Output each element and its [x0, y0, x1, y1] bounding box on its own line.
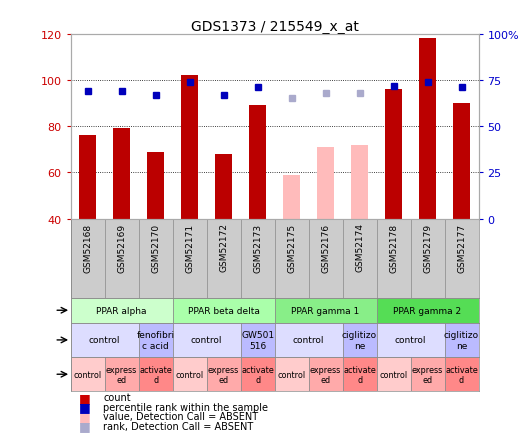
Bar — [215, 155, 232, 219]
Bar — [249, 106, 266, 219]
Text: activate
d: activate d — [139, 365, 172, 384]
Bar — [453, 104, 470, 219]
Bar — [419, 39, 436, 219]
Bar — [241, 357, 275, 391]
Text: control: control — [380, 370, 407, 379]
Text: GSM52169: GSM52169 — [117, 223, 126, 272]
Text: ■: ■ — [79, 410, 90, 423]
Bar — [445, 323, 479, 357]
Text: activate
d: activate d — [343, 365, 376, 384]
Bar — [173, 357, 207, 391]
Text: ciglitizo
ne: ciglitizo ne — [444, 330, 479, 350]
Bar — [139, 323, 173, 357]
Bar — [275, 357, 309, 391]
Text: GSM52170: GSM52170 — [151, 223, 160, 272]
Text: ciglitizo
ne: ciglitizo ne — [342, 330, 377, 350]
Text: control: control — [395, 335, 426, 345]
Text: PPAR beta delta: PPAR beta delta — [188, 306, 259, 315]
Bar — [275, 323, 343, 357]
Text: ■: ■ — [79, 419, 90, 432]
Text: GSM52176: GSM52176 — [321, 223, 330, 272]
Bar — [173, 323, 241, 357]
Text: percentile rank within the sample: percentile rank within the sample — [103, 402, 268, 412]
Text: express
ed: express ed — [208, 365, 239, 384]
Text: ■: ■ — [79, 391, 90, 404]
Bar — [377, 357, 411, 391]
Text: GW501
516: GW501 516 — [241, 330, 274, 350]
Text: GSM52171: GSM52171 — [185, 223, 194, 272]
Text: fenofibri
c acid: fenofibri c acid — [137, 330, 175, 350]
Text: GSM52177: GSM52177 — [457, 223, 466, 272]
Text: GSM52168: GSM52168 — [83, 223, 92, 272]
Bar — [113, 129, 130, 219]
Text: GSM52175: GSM52175 — [287, 223, 296, 272]
Text: ■: ■ — [79, 400, 90, 413]
Text: activate
d: activate d — [241, 365, 274, 384]
Text: control: control — [191, 335, 222, 345]
Bar — [445, 357, 479, 391]
Bar — [317, 148, 334, 219]
Bar — [147, 152, 164, 219]
Bar — [79, 136, 96, 219]
Bar — [105, 357, 139, 391]
Title: GDS1373 / 215549_x_at: GDS1373 / 215549_x_at — [191, 20, 358, 34]
Bar — [377, 298, 479, 323]
Bar — [309, 357, 343, 391]
Bar — [207, 357, 241, 391]
Text: GSM52178: GSM52178 — [389, 223, 398, 272]
Bar — [283, 175, 300, 219]
Text: PPAR gamma 1: PPAR gamma 1 — [291, 306, 360, 315]
Text: GSM52173: GSM52173 — [253, 223, 262, 272]
Bar — [71, 323, 139, 357]
Text: GSM52172: GSM52172 — [219, 223, 228, 272]
Text: control: control — [89, 335, 120, 345]
Text: control: control — [74, 370, 101, 379]
Text: rank, Detection Call = ABSENT: rank, Detection Call = ABSENT — [103, 421, 254, 431]
Text: value, Detection Call = ABSENT: value, Detection Call = ABSENT — [103, 411, 258, 421]
Text: GSM52174: GSM52174 — [355, 223, 364, 272]
Text: control: control — [278, 370, 305, 379]
Text: count: count — [103, 392, 131, 402]
Bar — [71, 298, 173, 323]
Bar — [385, 90, 402, 219]
Text: control: control — [293, 335, 324, 345]
Bar — [351, 145, 368, 219]
Text: activate
d: activate d — [445, 365, 478, 384]
Bar — [173, 298, 275, 323]
Text: express
ed: express ed — [412, 365, 443, 384]
Bar — [181, 76, 198, 219]
Text: PPAR alpha: PPAR alpha — [96, 306, 147, 315]
Text: control: control — [176, 370, 203, 379]
Text: GSM52179: GSM52179 — [423, 223, 432, 272]
Text: express
ed: express ed — [106, 365, 137, 384]
Bar — [71, 357, 105, 391]
Bar — [411, 357, 445, 391]
Bar — [343, 323, 377, 357]
Text: express
ed: express ed — [310, 365, 341, 384]
Bar — [343, 357, 377, 391]
Bar — [241, 323, 275, 357]
Bar — [377, 323, 445, 357]
Bar — [275, 298, 377, 323]
Text: PPAR gamma 2: PPAR gamma 2 — [393, 306, 462, 315]
Bar — [139, 357, 173, 391]
